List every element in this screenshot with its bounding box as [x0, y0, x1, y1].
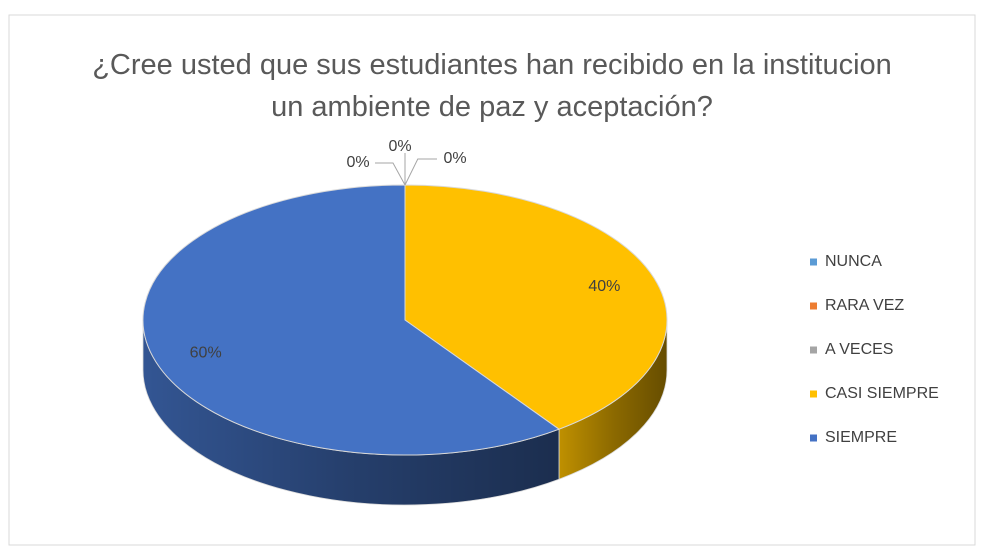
legend-label: SIEMPRE — [825, 429, 897, 446]
legend-marker — [810, 434, 817, 442]
legend-label: CASI SIEMPRE — [825, 385, 939, 402]
leader-line — [404, 158, 437, 186]
pie-slice — [142, 184, 561, 456]
data-label: 0% — [388, 138, 411, 155]
legend-label: RARA VEZ — [825, 297, 904, 314]
legend-marker — [810, 258, 817, 266]
legend-marker — [810, 390, 817, 398]
pie-slice — [404, 184, 668, 430]
legend-label: NUNCA — [825, 253, 882, 270]
legend-label: A VECES — [825, 341, 893, 358]
data-label: 40% — [588, 278, 620, 295]
data-label: 60% — [190, 345, 222, 362]
legend-marker — [810, 302, 817, 310]
data-label: 0% — [346, 154, 369, 171]
leader-line — [375, 162, 406, 186]
chart-title: ¿Cree usted que sus estudiantes han reci… — [92, 49, 892, 123]
legend-marker — [810, 346, 817, 354]
data-label: 0% — [443, 150, 466, 167]
